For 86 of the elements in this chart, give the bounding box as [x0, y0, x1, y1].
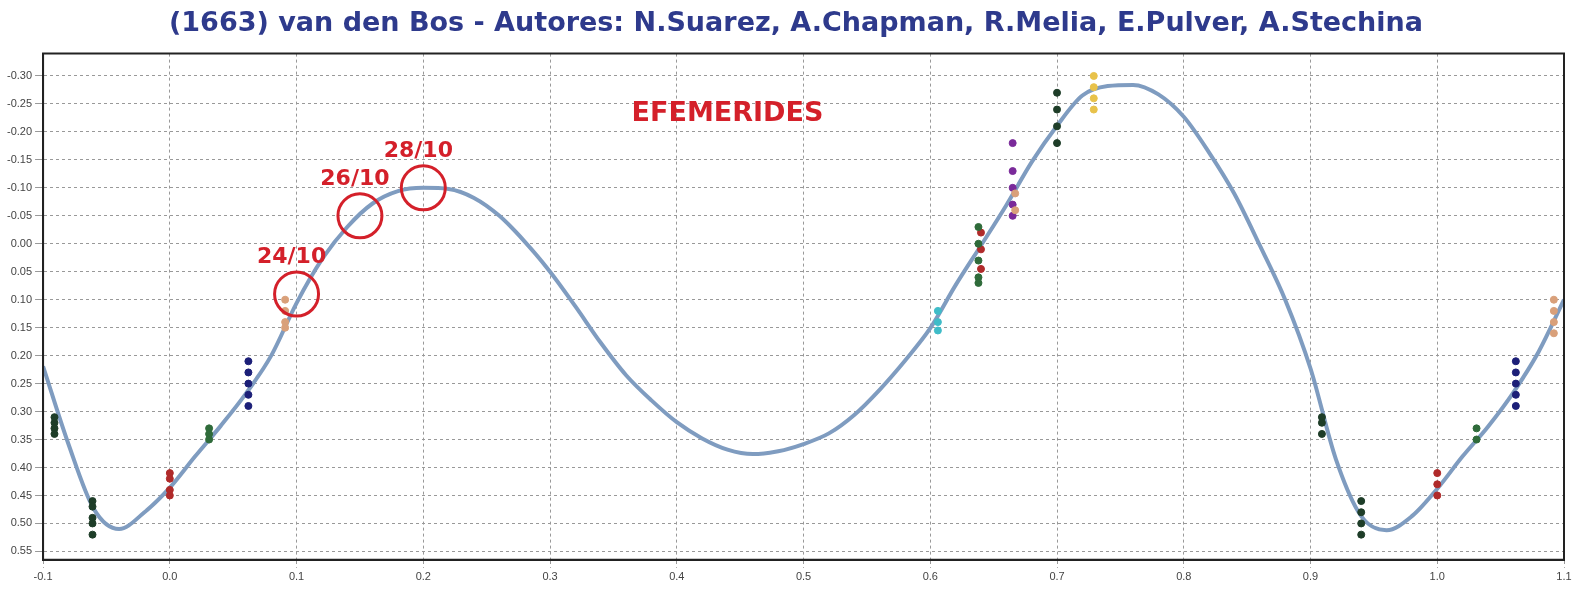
point — [1472, 424, 1481, 433]
y-tick-label: 0.30 — [10, 404, 33, 417]
annotation: 28/10 — [383, 136, 453, 162]
point — [1053, 139, 1062, 148]
point — [244, 368, 253, 377]
y-tick-label: -0.15 — [6, 152, 33, 165]
y-tick-label: 0.35 — [10, 432, 33, 445]
y-tick-label: 0.15 — [10, 320, 33, 333]
point — [1549, 295, 1558, 304]
point — [1089, 105, 1098, 114]
point — [1433, 480, 1442, 489]
y-tick-label: -0.20 — [6, 124, 33, 137]
point — [1549, 318, 1558, 327]
point — [1011, 206, 1020, 215]
point — [1089, 83, 1098, 92]
point — [1472, 435, 1481, 444]
point — [205, 435, 214, 444]
point — [88, 519, 97, 528]
x-tick-label: 0.2 — [415, 570, 431, 583]
point — [1433, 469, 1442, 478]
point — [976, 264, 985, 273]
point — [1549, 306, 1558, 315]
line-series — [43, 82, 1564, 533]
x-tick-label: 0.3 — [542, 570, 558, 583]
point — [1053, 105, 1062, 114]
annotation: EFEMERIDES — [631, 95, 824, 127]
annotation: 26/10 — [320, 164, 390, 190]
point — [933, 326, 942, 335]
y-tick-label: 0.55 — [10, 544, 33, 557]
y-tick-label: 0.10 — [10, 292, 33, 305]
x-tick-label: 0.7 — [1049, 570, 1065, 583]
x-tick-label: 0.5 — [795, 570, 812, 583]
point — [244, 379, 253, 388]
point — [1511, 368, 1520, 377]
x-tick-label: 1.0 — [1429, 570, 1445, 583]
point — [1357, 530, 1366, 539]
point — [1357, 519, 1366, 528]
point — [1357, 508, 1366, 517]
chart-title: (1663) van den Bos - Autores: N.Suarez, A.Chapman, R.Melia, E.Pulver, A.Stechina — [167, 5, 1425, 39]
x-tick-label: 0.8 — [1176, 570, 1192, 583]
x-tick-label: 1.1 — [1556, 570, 1572, 583]
y-tick-label: 0.05 — [10, 264, 33, 277]
point — [1053, 88, 1062, 97]
x-tick-label: 0.1 — [288, 570, 305, 583]
point — [1317, 429, 1326, 438]
y-tick-label: 0.25 — [10, 376, 33, 389]
y-tick-label: 0.40 — [10, 460, 33, 473]
x-tick-label: 0.6 — [922, 570, 938, 583]
x-tick-label: 0.0 — [162, 570, 178, 583]
y-tick-label: 0.20 — [10, 348, 33, 361]
point — [1511, 401, 1520, 410]
point — [974, 239, 983, 248]
point — [1008, 183, 1017, 192]
point — [165, 491, 174, 500]
point — [974, 222, 983, 231]
x-tick-label: 0.9 — [1302, 570, 1319, 583]
point — [1008, 167, 1017, 176]
y-tick-label: 0.45 — [10, 488, 33, 501]
point — [244, 357, 253, 366]
point — [1011, 189, 1020, 198]
point — [1357, 497, 1366, 506]
point — [1433, 491, 1442, 500]
point — [1511, 357, 1520, 366]
point — [1089, 71, 1098, 80]
point — [933, 318, 942, 327]
point — [1549, 329, 1558, 338]
y-tick-label: -0.25 — [6, 96, 33, 109]
y-tick-label: 0.00 — [10, 236, 33, 249]
point — [974, 256, 983, 265]
point — [281, 295, 290, 304]
point — [244, 390, 253, 399]
point — [244, 401, 253, 410]
point — [1511, 379, 1520, 388]
annotation: 24/10 — [256, 242, 327, 268]
point — [933, 306, 942, 315]
y-tick-label: -0.30 — [6, 69, 33, 81]
y-tick-label: -0.10 — [6, 180, 33, 193]
point — [88, 530, 97, 539]
point — [1089, 94, 1098, 103]
y-tick-label: -0.05 — [6, 208, 33, 221]
x-tick-label: 0.4 — [669, 570, 685, 583]
y-tick-label: 0.50 — [10, 516, 33, 529]
point — [1511, 390, 1520, 399]
x-tick-label: -0.1 — [33, 570, 53, 583]
point — [1008, 139, 1017, 148]
point — [1053, 122, 1062, 131]
